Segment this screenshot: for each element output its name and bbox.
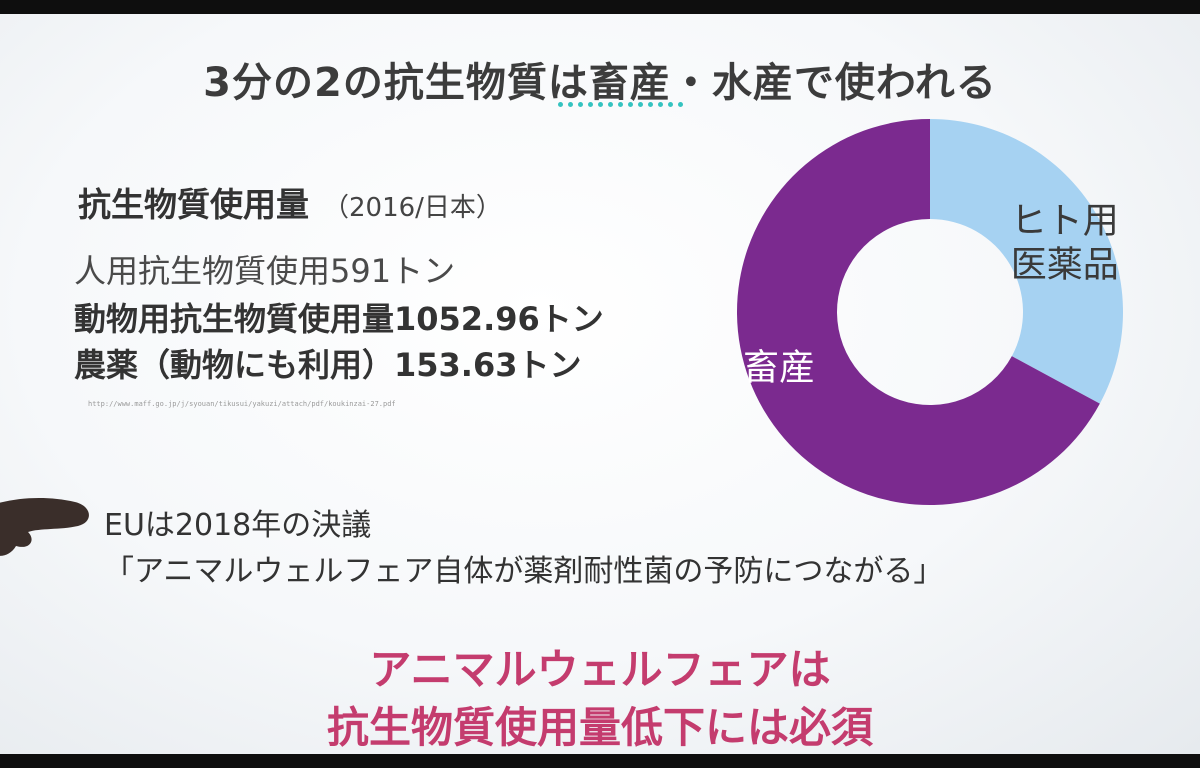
- usage-human: 人用抗生物質使用591トン: [74, 252, 456, 290]
- accent-dot: [618, 102, 623, 107]
- usage-heading-text: 抗生物質使用量: [78, 185, 309, 224]
- accent-dot: [608, 102, 613, 107]
- conclusion-line2: 抗生物質使用量低下には必須: [326, 703, 873, 752]
- donut-slice-label-0: ヒト用医薬品: [1011, 201, 1119, 286]
- donut-chart: ヒト用医薬品畜産: [730, 112, 1130, 512]
- accent-dots: [558, 102, 683, 107]
- accent-dot: [578, 102, 583, 107]
- accent-dot: [588, 102, 593, 107]
- donut-slice-1: [737, 119, 1100, 505]
- slide-title: 3分の2の抗生物質は畜産・水産で使われる: [203, 60, 997, 106]
- accent-dot: [648, 102, 653, 107]
- accent-dot: [678, 102, 683, 107]
- accent-dot: [598, 102, 603, 107]
- usage-heading: 抗生物質使用量 （2016/日本）: [78, 178, 502, 226]
- accent-dot: [638, 102, 643, 107]
- eu-resolution-heading: EUは2018年の決議: [104, 508, 372, 543]
- accent-dot: [568, 102, 573, 107]
- donut-slice-label-1: 畜産: [743, 347, 815, 388]
- usage-year: （2016/日本）: [323, 193, 502, 223]
- donut-slice-0: [930, 119, 1123, 404]
- accent-dot: [668, 102, 673, 107]
- pointing-hand-icon: [0, 498, 89, 556]
- eu-resolution-quote: 「アニマルウェルフェア自体が薬剤耐性菌の予防につながる」: [104, 554, 944, 589]
- accent-dot: [558, 102, 563, 107]
- accent-dot: [658, 102, 663, 107]
- accent-dot: [628, 102, 633, 107]
- usage-animal: 動物用抗生物質使用量1052.96トン: [74, 300, 604, 338]
- slide: 3分の2の抗生物質は畜産・水産で使われる 抗生物質使用量 （2016/日本） 人用…: [0, 14, 1200, 754]
- usage-pesticide: 農薬（動物にも利用）153.63トン: [74, 346, 582, 384]
- source-url: http://www.maff.go.jp/j/syouan/tikusui/y…: [88, 400, 396, 408]
- conclusion-line1: アニマルウェルフェアは: [369, 645, 831, 694]
